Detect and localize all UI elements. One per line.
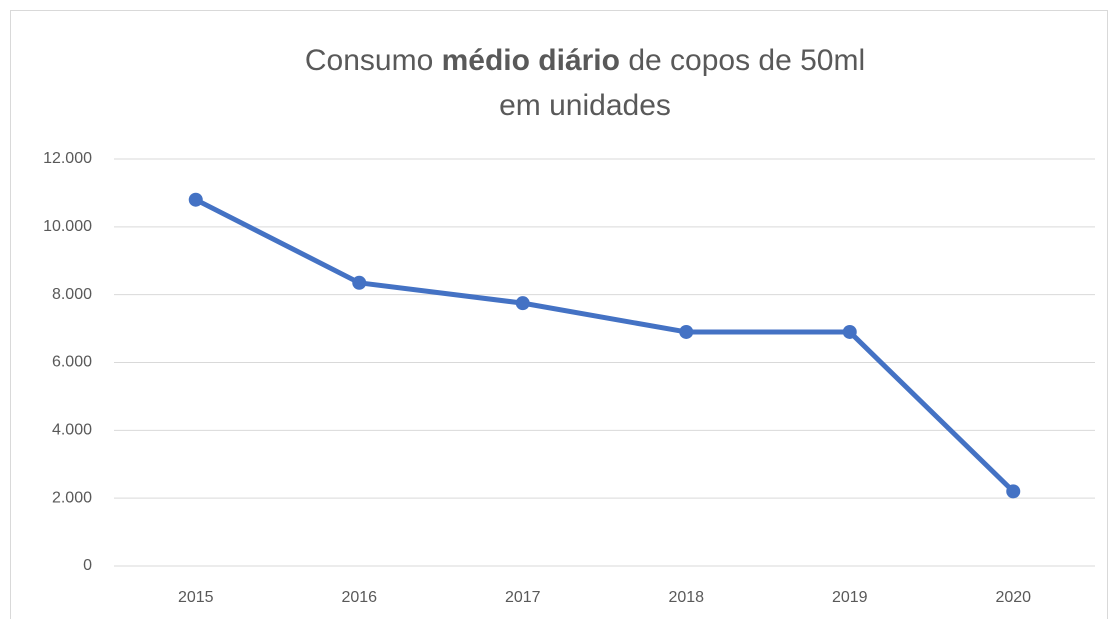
title-part: de copos de 50ml [628, 44, 865, 77]
y-tick-label: 8.000 [52, 286, 92, 303]
title-part: Consumo [305, 44, 433, 77]
y-tick-label: 6.000 [52, 354, 92, 371]
y-tick-label: 12.000 [43, 150, 92, 167]
chart-border [10, 10, 1108, 619]
data-point [352, 275, 367, 290]
chart-title: em unidades [499, 89, 671, 122]
data-point [842, 324, 857, 339]
x-tick-label: 2015 [178, 589, 214, 606]
y-tick-label: 4.000 [52, 422, 92, 439]
y-tick-label: 2.000 [52, 489, 92, 506]
data-point [515, 296, 530, 311]
x-tick-label: 2017 [505, 589, 541, 606]
x-tick-label: 2020 [995, 589, 1031, 606]
title-part: em unidades [499, 89, 671, 122]
x-tick-label: 2019 [832, 589, 868, 606]
data-point [679, 324, 694, 339]
data-point [188, 192, 203, 207]
series-line [194, 197, 1015, 494]
data-point [1006, 484, 1021, 499]
x-tick-label: 2018 [668, 589, 704, 606]
x-tick-label: 2016 [341, 589, 377, 606]
title-part: médio diário [442, 44, 620, 77]
chart-title: Consumo médio diário de copos de 50ml [305, 44, 865, 77]
y-tick-label: 10.000 [43, 218, 92, 235]
y-tick-label: 0 [83, 557, 92, 574]
